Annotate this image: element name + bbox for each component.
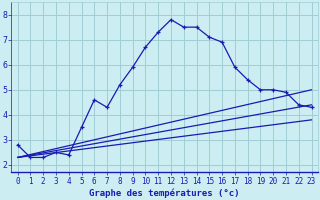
X-axis label: Graphe des températures (°c): Graphe des températures (°c) xyxy=(89,188,240,198)
